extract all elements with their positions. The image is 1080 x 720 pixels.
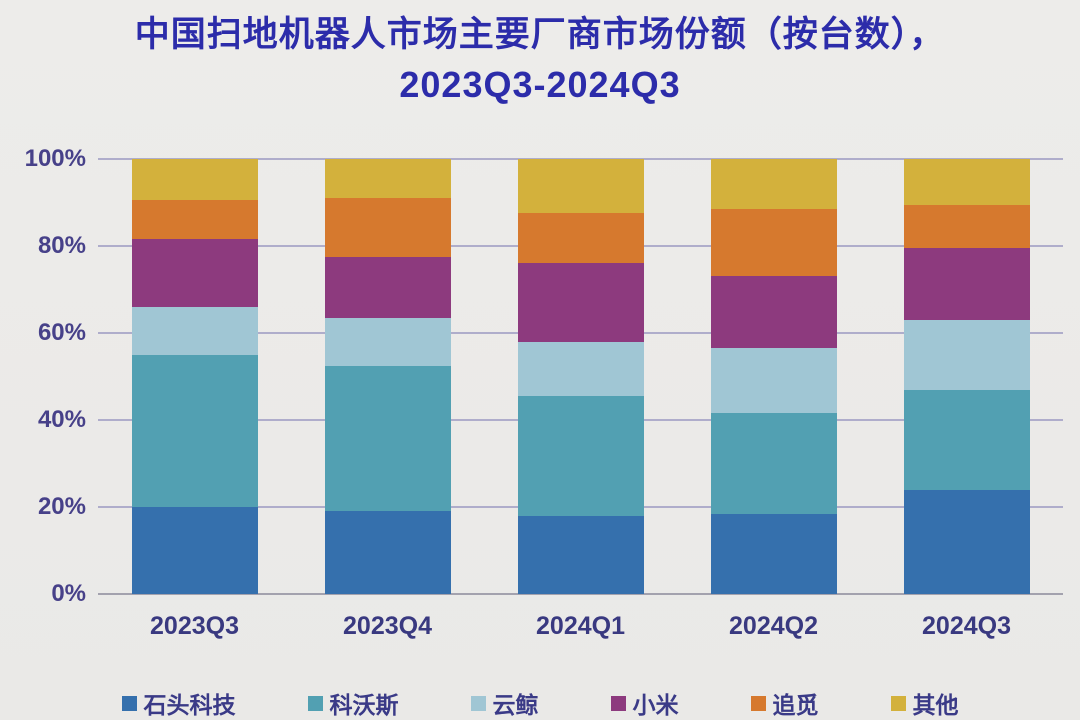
stacked-bar-2024Q1: [517, 159, 644, 594]
legend-swatch-icon: [890, 695, 906, 711]
bar-segment-石头科技: [903, 489, 1030, 594]
legend-label: 追觅: [772, 692, 819, 718]
bar-segment-云鲸: [517, 341, 644, 397]
y-axis-tick-label: 20%: [37, 493, 86, 520]
bar-segment-石头科技: [324, 511, 451, 594]
legend-item-其他: 其他: [890, 686, 959, 720]
chart-title: 中国扫地机器人市场主要厂商市场份额（按台数）， 2023Q3-2024Q3: [0, 10, 1080, 110]
bar-segment-其他: [710, 159, 837, 210]
bar-segment-云鲸: [131, 306, 258, 355]
legend-item-云鲸: 云鲸: [470, 686, 539, 720]
x-axis-label-2023Q3: 2023Q3: [150, 612, 239, 640]
bar-segment-小米: [324, 256, 451, 318]
gridline-0: [98, 593, 1063, 595]
bar-segment-其他: [324, 159, 451, 199]
legend-swatch-icon: [307, 695, 323, 711]
bar-segment-科沃斯: [131, 354, 258, 507]
legend: 石头科技 科沃斯 云鲸 小米 追觅 其他: [0, 686, 1080, 720]
gridline-100: [98, 158, 1063, 160]
legend-label: 石头科技: [143, 692, 236, 718]
chart-title-line1: 中国扫地机器人市场主要厂商市场份额（按台数），: [134, 15, 946, 54]
bar-segment-其他: [131, 159, 258, 201]
bar-segment-石头科技: [710, 513, 837, 594]
legend-item-追觅: 追觅: [750, 686, 819, 720]
legend-label: 小米: [632, 692, 679, 718]
bar-segment-小米: [903, 248, 1030, 320]
bar-segment-云鲸: [710, 348, 837, 414]
chart-title-line2: 2023Q3-2024Q3: [399, 64, 681, 105]
bar-segment-追觅: [324, 198, 451, 257]
x-axis-label-2023Q4: 2023Q4: [343, 612, 432, 640]
bar-segment-追觅: [517, 213, 644, 264]
plot-area: 0% 20% 40% 60% 80% 100%: [25, 145, 1063, 607]
legend-label: 云鲸: [492, 692, 539, 718]
legend-swatch-icon: [750, 695, 766, 711]
bar-segment-石头科技: [131, 507, 258, 594]
legend-item-石头科技: 石头科技: [121, 686, 236, 720]
y-axis-tick-label: 60%: [37, 319, 86, 346]
bar-segment-云鲸: [903, 319, 1030, 390]
stacked-bar-2023Q4: [324, 159, 451, 594]
legend-swatch-icon: [610, 695, 626, 711]
bar-segment-云鲸: [324, 317, 451, 366]
bar-segment-石头科技: [517, 515, 644, 594]
legend-label: 科沃斯: [329, 692, 399, 718]
bar-segment-小米: [710, 276, 837, 349]
y-axis-tick-label: 0%: [51, 580, 86, 607]
bar-segment-小米: [517, 263, 644, 342]
legend-item-科沃斯: 科沃斯: [307, 686, 399, 720]
stacked-bar-2023Q3: [131, 159, 258, 594]
x-axis-label-2024Q3: 2024Q3: [922, 612, 1011, 640]
y-axis-tick-label: 100%: [24, 145, 86, 172]
bar-segment-其他: [517, 159, 644, 214]
y-axis-tick-label: 40%: [37, 406, 86, 433]
legend-swatch-icon: [470, 695, 486, 711]
x-axis-label-2024Q2: 2024Q2: [729, 612, 818, 640]
bar-segment-科沃斯: [903, 389, 1030, 490]
bar-segment-小米: [131, 239, 258, 307]
y-axis-tick-label: 80%: [37, 232, 86, 259]
bar-segment-科沃斯: [710, 413, 837, 514]
legend-item-小米: 小米: [610, 686, 679, 720]
bar-segment-科沃斯: [517, 396, 644, 516]
stacked-bar-2024Q3: [903, 159, 1030, 594]
bar-segment-追觅: [903, 204, 1030, 249]
stacked-bar-2024Q2: [710, 159, 837, 594]
bar-segment-科沃斯: [324, 365, 451, 512]
x-axis-label-2024Q1: 2024Q1: [536, 612, 625, 640]
legend-label: 其他: [912, 692, 959, 718]
bar-segment-追觅: [710, 209, 837, 277]
legend-swatch-icon: [121, 695, 137, 711]
bar-segment-追觅: [131, 200, 258, 240]
bar-segment-其他: [903, 159, 1030, 205]
